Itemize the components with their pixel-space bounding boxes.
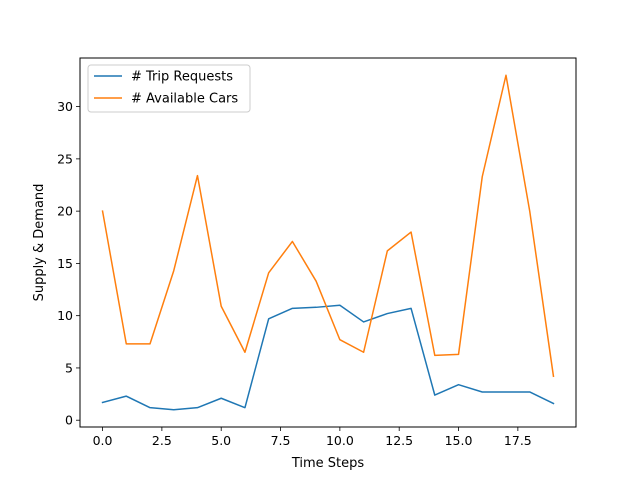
series-line-1 (103, 75, 554, 376)
x-tick-label: 15.0 (445, 433, 473, 448)
x-tick-label: 7.5 (271, 433, 291, 448)
plot-frame (80, 58, 576, 427)
x-tick-label: 0.0 (93, 433, 113, 448)
y-tick-label: 15 (57, 256, 73, 271)
legend-label-0: # Trip Requests (131, 70, 233, 85)
series-layer (103, 75, 554, 410)
series-line-0 (103, 305, 554, 410)
x-tick-label: 17.5 (504, 433, 532, 448)
y-tick-label: 10 (57, 308, 73, 323)
y-tick-label: 0 (65, 413, 73, 428)
y-axis-label: Supply & Demand (32, 184, 47, 302)
x-tick-label: 10.0 (326, 433, 354, 448)
y-tick-label: 25 (57, 151, 73, 166)
x-tick-label: 2.5 (152, 433, 172, 448)
x-axis: 0.0 2.5 5.0 7.5 10.0 12.5 15.0 17.5 (93, 427, 532, 448)
y-tick-label: 5 (65, 360, 73, 375)
y-tick-label: 30 (57, 99, 73, 114)
x-tick-label: 5.0 (211, 433, 231, 448)
legend-label-1: # Available Cars (131, 92, 238, 107)
x-axis-label: Time Steps (291, 456, 365, 471)
y-axis: 0 5 10 15 20 25 30 (57, 99, 80, 428)
legend: # Trip Requests # Available Cars (88, 65, 250, 112)
y-tick-label: 20 (57, 204, 73, 219)
x-tick-label: 12.5 (385, 433, 413, 448)
